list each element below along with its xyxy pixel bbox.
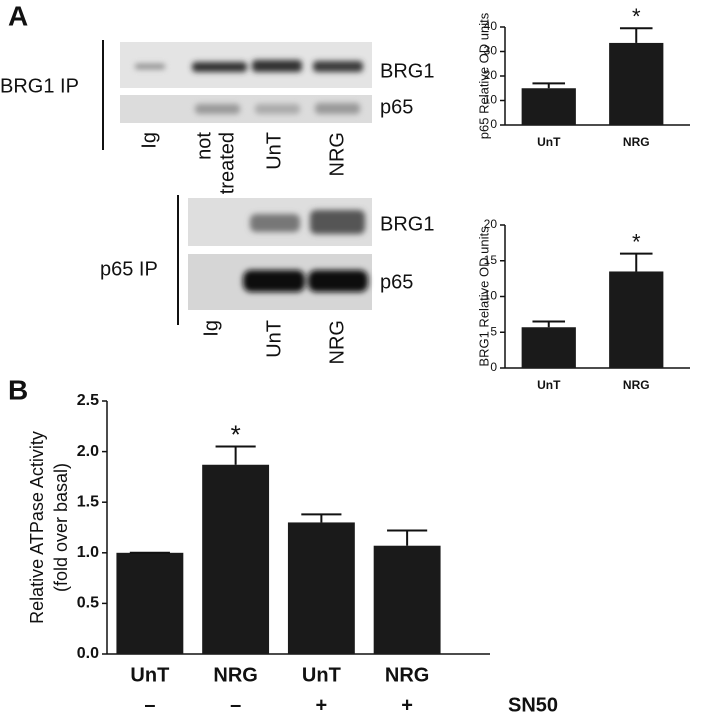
lane-label: not bbox=[193, 132, 215, 160]
blot-title: p65 IP bbox=[100, 258, 158, 280]
significance: * bbox=[231, 419, 241, 449]
band bbox=[252, 60, 302, 72]
band bbox=[195, 104, 240, 114]
x-tick-label: NRG bbox=[213, 664, 257, 686]
band bbox=[308, 270, 368, 292]
y-tick-label: 2.0 bbox=[77, 443, 99, 460]
bar bbox=[609, 271, 664, 368]
blot-1: BRG1 IP BRG1 p65 Ig not treated UnT NRG bbox=[0, 40, 434, 194]
x-tick-label: NRG bbox=[623, 135, 650, 149]
lane-label: UnT bbox=[263, 320, 285, 358]
y-tick-label: 5 bbox=[490, 324, 497, 338]
row-label: BRG1 bbox=[380, 213, 434, 235]
y-tick-label: 40 bbox=[484, 19, 498, 33]
y-tick-label: 30 bbox=[484, 44, 498, 58]
lane-label: NRG bbox=[326, 320, 348, 364]
panel-label: A bbox=[8, 0, 28, 31]
band bbox=[135, 64, 165, 69]
x-tick-label: UnT bbox=[537, 135, 561, 149]
lane-label: NRG bbox=[326, 132, 348, 176]
bar bbox=[609, 42, 664, 125]
band bbox=[313, 61, 363, 72]
y-tick-label: 0 bbox=[490, 117, 497, 131]
y-tick-label: 10 bbox=[484, 93, 498, 107]
x-tick-label: NRG bbox=[385, 664, 429, 686]
band bbox=[310, 210, 365, 234]
y-tick-label: 0 bbox=[490, 360, 497, 374]
panel-label: B bbox=[8, 374, 28, 405]
y-tick-label: 0.0 bbox=[77, 645, 99, 662]
lane-label: UnT bbox=[263, 132, 285, 170]
y-tick-label: 15 bbox=[484, 253, 498, 267]
y-tick-label: 2.5 bbox=[77, 392, 99, 409]
bar bbox=[521, 88, 576, 125]
y-axis-label: Relative ATPase Activity bbox=[27, 431, 47, 624]
y-tick-label: 1.5 bbox=[77, 493, 99, 510]
lane-label: treated bbox=[216, 132, 238, 194]
band bbox=[315, 103, 360, 114]
treatment-sign: + bbox=[316, 694, 328, 716]
row-label: p65 bbox=[380, 96, 413, 118]
band bbox=[243, 270, 305, 292]
lane-label: Ig bbox=[138, 132, 160, 149]
y-tick-label: 1.0 bbox=[77, 544, 99, 561]
bar bbox=[521, 327, 576, 368]
treatment-sign: – bbox=[144, 694, 155, 716]
y-axis-label: (fold over basal) bbox=[51, 463, 71, 592]
treatment-sign: + bbox=[401, 694, 413, 716]
y-tick-label: 20 bbox=[484, 217, 498, 231]
x-tick-label: UnT bbox=[302, 664, 341, 686]
blot-2: p65 IP BRG1 p65 Ig UnT NRG bbox=[100, 195, 434, 364]
bar bbox=[287, 522, 355, 654]
x-tick-label: NRG bbox=[623, 378, 650, 392]
bar bbox=[202, 464, 270, 654]
bar bbox=[373, 545, 441, 654]
row-label: p65 bbox=[380, 271, 413, 293]
y-axis-label: p65 Relative OD units bbox=[476, 12, 491, 139]
blot-title: BRG1 IP bbox=[0, 75, 79, 97]
significance: * bbox=[632, 229, 641, 254]
y-axis-label: BRG1 Relative OD units bbox=[476, 226, 491, 367]
band bbox=[250, 214, 300, 232]
treatment-label: SN50 bbox=[508, 694, 558, 716]
x-tick-label: UnT bbox=[537, 378, 561, 392]
band bbox=[255, 104, 300, 114]
row-label: BRG1 bbox=[380, 60, 434, 82]
y-tick-label: 20 bbox=[484, 68, 498, 82]
significance: * bbox=[632, 4, 641, 29]
y-tick-label: 10 bbox=[484, 289, 498, 303]
x-tick-label: UnT bbox=[130, 664, 169, 686]
band bbox=[192, 62, 247, 72]
lane-label: Ig bbox=[200, 320, 222, 337]
treatment-sign: – bbox=[230, 694, 241, 716]
y-tick-label: 0.5 bbox=[77, 595, 99, 612]
bar bbox=[116, 552, 184, 654]
